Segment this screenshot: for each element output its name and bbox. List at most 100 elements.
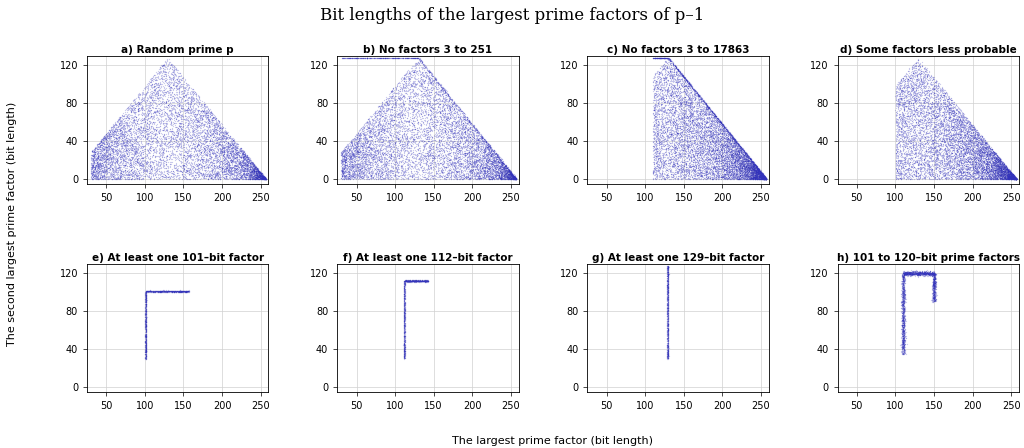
Point	[981, 171, 997, 178]
Point	[988, 161, 1005, 168]
Point	[187, 92, 204, 99]
Point	[481, 156, 498, 164]
Point	[419, 140, 435, 147]
Point	[239, 164, 255, 172]
Point	[367, 160, 383, 167]
Point	[708, 168, 724, 176]
Point	[441, 129, 458, 137]
Point	[963, 133, 979, 140]
Point	[382, 168, 398, 175]
Point	[191, 148, 208, 155]
Point	[954, 144, 971, 151]
Point	[895, 318, 911, 325]
Point	[240, 170, 256, 177]
Point	[675, 151, 691, 158]
Point	[695, 144, 712, 151]
Point	[136, 115, 153, 122]
Point	[502, 169, 518, 177]
Point	[337, 148, 353, 155]
Point	[659, 289, 676, 296]
Point	[146, 86, 163, 93]
Point	[104, 165, 121, 172]
Point	[750, 164, 766, 172]
Point	[360, 120, 377, 127]
Point	[979, 152, 995, 159]
Point	[667, 65, 683, 72]
Point	[139, 106, 156, 113]
Point	[646, 76, 663, 83]
Point	[201, 160, 217, 167]
Point	[894, 349, 910, 356]
Point	[984, 158, 1000, 165]
Point	[995, 166, 1012, 173]
Point	[430, 125, 446, 132]
Point	[935, 136, 951, 143]
Point	[391, 54, 408, 61]
Point	[129, 150, 145, 157]
Point	[941, 135, 957, 142]
Point	[453, 125, 469, 132]
Point	[691, 175, 708, 182]
Point	[932, 104, 948, 111]
Point	[648, 132, 665, 139]
Point	[447, 165, 464, 172]
Point	[751, 175, 767, 182]
Point	[950, 108, 967, 115]
Point	[436, 121, 453, 128]
Point	[999, 171, 1016, 178]
Point	[151, 90, 167, 97]
Point	[371, 129, 387, 137]
Point	[180, 94, 197, 101]
Point	[717, 138, 733, 145]
Point	[718, 127, 734, 134]
Point	[135, 166, 152, 173]
Point	[968, 134, 984, 142]
Point	[145, 88, 162, 95]
Point	[895, 271, 911, 278]
Point	[903, 95, 920, 102]
Point	[346, 136, 362, 143]
Point	[896, 333, 912, 340]
Point	[398, 54, 415, 61]
Point	[455, 175, 471, 182]
Point	[716, 166, 732, 173]
Point	[137, 306, 154, 313]
Point	[662, 67, 678, 74]
Point	[396, 129, 413, 136]
Point	[390, 112, 407, 119]
Point	[716, 154, 732, 161]
Point	[387, 83, 403, 90]
Point	[926, 293, 942, 300]
Point	[897, 86, 913, 93]
Point	[715, 149, 731, 156]
Point	[733, 155, 750, 162]
Point	[231, 159, 248, 167]
Point	[939, 119, 955, 126]
Point	[414, 69, 430, 76]
Point	[941, 104, 957, 112]
Point	[971, 144, 987, 151]
Point	[659, 315, 676, 323]
Point	[695, 143, 712, 151]
Point	[220, 163, 237, 170]
Point	[158, 122, 174, 129]
Point	[685, 168, 701, 175]
Point	[722, 171, 738, 178]
Point	[431, 116, 447, 123]
Point	[421, 151, 437, 158]
Point	[907, 88, 924, 95]
Point	[417, 117, 433, 124]
Point	[903, 269, 920, 276]
Point	[469, 132, 485, 139]
Point	[404, 77, 421, 84]
Point	[414, 59, 430, 66]
Point	[243, 158, 259, 165]
Point	[428, 108, 444, 116]
Point	[664, 58, 680, 65]
Point	[715, 172, 731, 180]
Point	[699, 173, 716, 181]
Point	[982, 159, 998, 166]
Point	[109, 143, 125, 151]
Point	[896, 140, 912, 147]
Point	[696, 111, 713, 118]
